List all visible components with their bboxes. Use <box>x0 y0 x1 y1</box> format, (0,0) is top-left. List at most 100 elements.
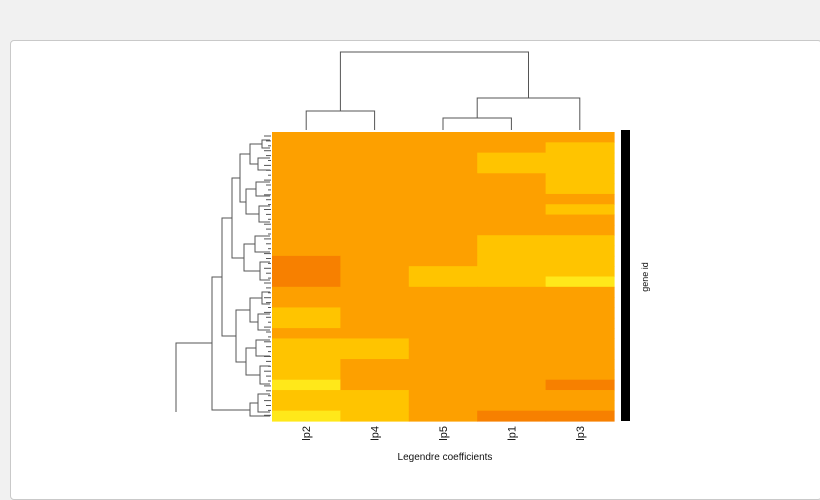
column-label: lp1 <box>506 426 518 441</box>
heatmap-cell <box>340 338 410 350</box>
heatmap-cell <box>545 152 615 164</box>
heatmap-cell <box>272 400 341 412</box>
heatmap-cell <box>477 348 547 360</box>
dendrogram-branch <box>249 143 262 165</box>
heatmap-cell <box>272 132 341 143</box>
dendrogram-branch <box>259 261 270 281</box>
heatmap-cell <box>340 328 410 340</box>
heatmap-cell <box>545 297 615 309</box>
heatmap-cell <box>272 173 341 185</box>
heatmap-cell <box>408 162 478 174</box>
heatmap-cell <box>545 224 615 236</box>
heatmap-cell <box>545 410 615 422</box>
heatmap-cell <box>272 338 341 350</box>
heatmap-cell <box>272 379 341 391</box>
heatmap-cell <box>477 173 547 185</box>
heatmap-cell <box>272 348 341 360</box>
heatmap-cell <box>408 235 478 247</box>
heatmap-cell <box>340 276 410 288</box>
heatmap-cell <box>477 400 547 412</box>
column-label: lp3 <box>575 426 587 441</box>
dendrogram-branch <box>249 297 262 323</box>
heatmap-cell <box>545 317 615 329</box>
heatmap-cell <box>545 204 615 216</box>
dendrogram-branch <box>235 309 250 363</box>
dendrogram-branch <box>231 177 244 259</box>
heatmap-cell <box>545 390 615 401</box>
side-color-bar <box>621 130 630 421</box>
heatmap-cell <box>272 266 341 278</box>
heatmap-cell <box>272 224 341 236</box>
heatmap-cell <box>272 235 341 247</box>
heatmap-cell <box>477 328 547 340</box>
heatmap-chart: lp2 lp4 lp5 lp1 lp3 Legendre coefficients ge… <box>175 51 650 463</box>
heatmap-cell <box>340 142 410 154</box>
heatmap-cell <box>272 297 341 309</box>
heatmap-cell <box>408 369 478 381</box>
heatmap-cell <box>340 173 410 185</box>
heatmap-cell <box>408 338 478 350</box>
heatmap-cell <box>272 390 341 401</box>
heatmap-cell <box>408 307 478 319</box>
heatmap-cell <box>272 245 341 257</box>
heatmap-cell <box>545 276 615 288</box>
heatmap-cell <box>408 214 478 226</box>
heatmap-cell <box>545 266 615 278</box>
heatmap-cell <box>545 132 615 143</box>
heatmap-cell <box>340 266 410 278</box>
dendrogram-branch <box>442 117 512 130</box>
heatmap-cell <box>408 348 478 360</box>
heatmap-cell <box>272 359 341 370</box>
heatmap-cell <box>272 193 341 205</box>
heatmap-cell <box>545 338 615 350</box>
heatmap-cell <box>272 214 341 226</box>
dendrogram-branch <box>239 153 250 203</box>
heatmap-cell <box>545 328 615 340</box>
heatmap-cell <box>477 276 547 288</box>
heatmap-cell <box>340 348 410 360</box>
heatmap-cell <box>340 297 410 309</box>
heatmap-cell <box>545 255 615 267</box>
heatmap-cell <box>477 152 547 164</box>
heatmap-cell <box>545 400 615 412</box>
heatmap-cell <box>272 328 341 340</box>
heatmap-cell <box>272 410 341 422</box>
dendrogram-branch <box>175 342 212 412</box>
dendrogram-branch <box>211 276 250 411</box>
heatmap-cell <box>408 317 478 329</box>
heatmap-cell <box>340 286 410 298</box>
heatmap-cell <box>477 183 547 195</box>
dendrogram-branch <box>245 188 259 215</box>
heatmap-cell <box>272 152 341 164</box>
heatmap-cell <box>340 162 410 174</box>
heatmap-cell <box>408 152 478 164</box>
dendrogram-branch <box>245 347 260 376</box>
heatmap-cell <box>272 183 341 195</box>
heatmap-cell <box>477 369 547 381</box>
y-axis-label: gene id <box>640 262 650 292</box>
heatmap-cell <box>340 410 410 422</box>
heatmap-cell <box>408 204 478 216</box>
heatmap-cell <box>545 142 615 154</box>
heatmap-cell <box>408 193 478 205</box>
heatmap-cell <box>340 359 410 370</box>
heatmap-cell <box>272 317 341 329</box>
heatmap-cell <box>272 307 341 319</box>
heatmap-cell <box>408 245 478 257</box>
heatmap-cell <box>477 379 547 391</box>
heatmap-cell <box>477 255 547 267</box>
heatmap-cell <box>272 204 341 216</box>
heatmap-cell <box>477 162 547 174</box>
heatmap-cell <box>545 235 615 247</box>
heatmap-cell <box>477 235 547 247</box>
heatmap-cell <box>272 255 341 267</box>
dendrogram-branch <box>243 243 260 272</box>
heatmap-cell <box>408 224 478 236</box>
heatmap-cell <box>340 369 410 381</box>
row-dendrogram <box>175 135 271 417</box>
heatmap-cell <box>477 266 547 278</box>
heatmap-cell <box>408 390 478 401</box>
heatmap-cell <box>545 183 615 195</box>
heatmap-cell <box>408 276 478 288</box>
heatmap-cell <box>340 379 410 391</box>
